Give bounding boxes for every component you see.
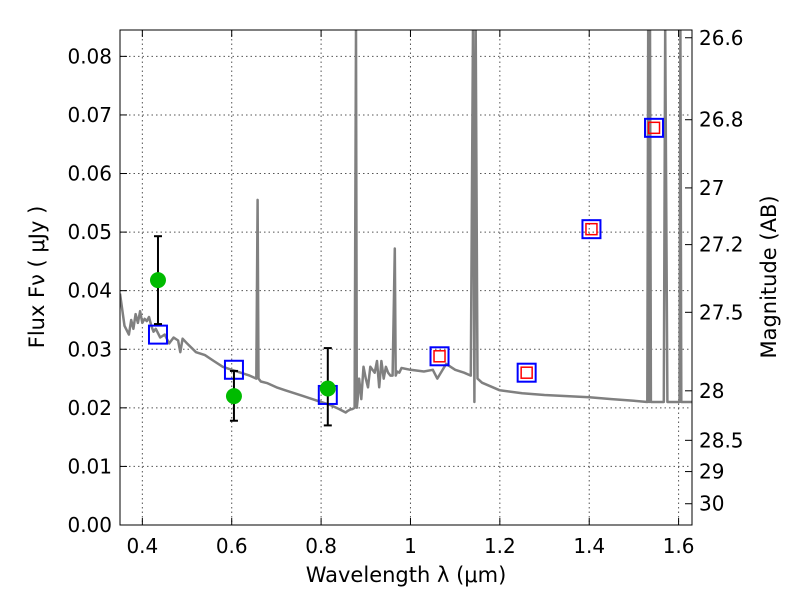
model-point-inner [433, 350, 446, 363]
x-tick-label: 1 [404, 534, 417, 558]
y2-tick-label: 26.6 [699, 26, 744, 50]
model-point-inner [585, 222, 598, 236]
y2-axis-label: Magnitude (AB) [757, 195, 781, 358]
y2-tick-label: 29 [699, 460, 724, 484]
model-photometry-point [644, 117, 665, 138]
y-tick-label: 0.01 [67, 454, 112, 478]
y-tick-label: 0.07 [67, 103, 112, 127]
y2-tick-label: 27.2 [699, 233, 744, 257]
model-point-inner [647, 121, 661, 135]
x-tick-label: 1.2 [484, 534, 516, 558]
y-tick-label: 0.02 [67, 396, 112, 420]
observed-data-point [319, 380, 336, 397]
y2-tick-label: 27 [699, 176, 724, 200]
x-tick-label: 0.4 [126, 534, 158, 558]
x-axis-label: Wavelength λ (μm) [306, 563, 507, 587]
x-tick-label: 1.6 [663, 534, 695, 558]
spectrum-line [120, 30, 692, 414]
y-tick-label: 0.03 [67, 337, 112, 361]
model-photometry-point [429, 346, 450, 367]
observed-data-point [149, 272, 166, 289]
axes: 0.4 0.6 0.8 1 1.2 1.4 1.6 0.00 0.01 0.02 0.03 0.04 0… [67, 26, 743, 558]
plot-background [120, 30, 692, 525]
model-photometry-point [581, 219, 602, 240]
x-tick-label: 1.4 [573, 534, 605, 558]
y-tick-label: 0.05 [67, 220, 112, 244]
y-tick-label: 0.00 [67, 513, 112, 537]
y2-tick-label: 28.5 [699, 428, 744, 452]
y-tick-label: 0.06 [67, 162, 112, 186]
data-layer [120, 30, 692, 414]
y-tick-label: 0.04 [67, 279, 112, 303]
y-tick-label: 0.08 [67, 44, 112, 68]
y2-tick-label: 26.8 [699, 108, 744, 132]
plot-frame [119, 29, 693, 526]
y2-tick-label: 28 [699, 379, 724, 403]
observed-data-point [225, 388, 242, 405]
x-tick-label: 0.6 [216, 534, 248, 558]
model-photometry-point [516, 362, 537, 383]
y-axis-label: Flux Fν ( μJy ) [25, 206, 49, 349]
x-tick-label: 0.8 [305, 534, 337, 558]
y2-tick-label: 27.5 [699, 300, 744, 324]
model-point-inner [520, 366, 533, 379]
model-photometry-point [147, 324, 168, 345]
y2-tick-label: 30 [699, 492, 724, 516]
marker-layer [147, 117, 665, 427]
